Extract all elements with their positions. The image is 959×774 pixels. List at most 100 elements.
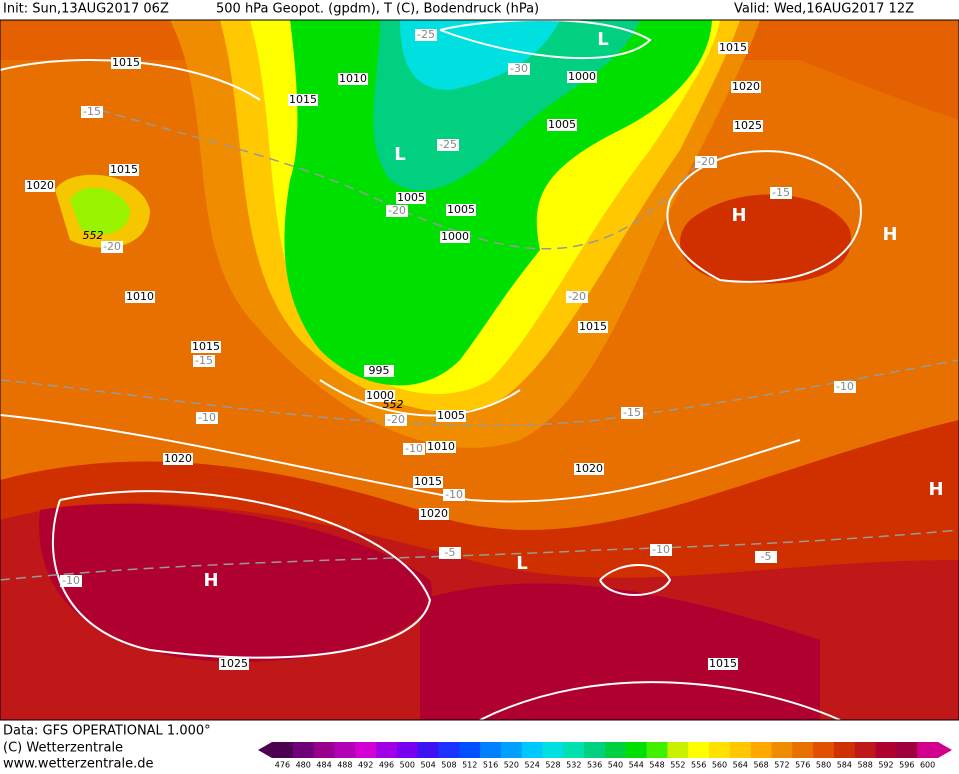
pressure-label: 1015 [192,340,220,353]
colorbar-label: 588 [858,761,873,770]
colorbar-swatch [917,742,939,758]
temperature-label-box [770,187,792,199]
pressure-label: 1000 [441,230,469,243]
pressure-label-box [413,476,443,488]
colorbar-swatch [376,742,398,758]
temperature-label-box [695,156,717,168]
temperature-label-box [566,291,588,303]
colorbar-label: 572 [774,761,789,770]
colorbar-label: 532 [566,761,581,770]
colorbar-label: 480 [296,761,311,770]
pressure-label-box [426,441,456,453]
colorbar-swatch [646,742,668,758]
pressure-label-box [574,463,604,475]
temperature-label-box [755,551,777,563]
pressure-label: 1005 [447,203,475,216]
colorbar-label: 500 [400,761,415,770]
valid-time: Valid: Wed,16AUG2017 12Z [734,2,914,17]
colorbar-swatch [417,742,439,758]
pressure-label: 1005 [397,191,425,204]
temperature-label-box [650,544,672,556]
colorbar-swatch [396,742,419,758]
pressure-label: 1015 [579,320,607,333]
colorbar-label: 560 [712,761,727,770]
pressure-label: 1020 [26,179,54,192]
colorbar-label: 524 [525,761,540,770]
temperature-label-box [193,355,215,367]
pressure-label: 1005 [437,409,465,422]
map-frame [0,19,959,721]
colorbar-swatch [688,742,710,758]
colorbar: 476 480 484 488 492 496 500 504 508 512 516 520 524 5… [258,742,952,770]
data-source: Data: GFS OPERATIONAL 1.000° [3,724,211,739]
colorbar-swatch [854,742,877,758]
colorbar-label: 564 [733,761,748,770]
colorbar-swatch [667,742,689,758]
temperature-label-box [508,63,530,75]
pressure-label-box [125,291,155,303]
colorbar-swatch [771,742,793,758]
temperature-label: -10 [836,380,854,393]
pressure-center: L [597,29,608,50]
pressure-label-box [109,164,139,176]
colorbar-label: 568 [753,761,768,770]
pressure-label-box [396,192,426,204]
colorbar-swatch [500,742,523,758]
pressure-label: 1005 [548,118,576,131]
pressure-label-box [365,390,395,402]
colorbar-swatch [896,742,918,758]
pressure-label: 1020 [732,80,760,93]
pressure-label: 1010 [427,440,455,453]
colorbar-label: 508 [441,761,456,770]
temperature-label: -5 [445,546,456,559]
url: www.wetterzentrale.de [3,757,153,771]
pressure-label-box [440,231,470,243]
temperature-label-box [101,241,123,253]
colorbar-swatch [521,742,544,758]
temperature-label-box [386,205,408,217]
pressure-label: 1020 [420,507,448,520]
temperature-label: -10 [652,543,670,556]
pressure-label-box [547,119,577,131]
pressure-label-box [567,71,597,83]
colorbar-label: 520 [504,761,519,770]
temperature-label: -10 [405,442,423,455]
colorbar-label: 496 [379,761,394,770]
colorbar-swatch [355,742,377,758]
temperature-label-box [81,106,103,118]
colorbar-swatch [292,742,315,758]
pressure-label: 1000 [366,389,394,402]
pressure-center: H [882,224,897,245]
pressure-label-box [25,180,55,192]
temperature-label: -15 [772,186,790,199]
colorbar-swatch [584,742,606,758]
colorbar-label: 488 [337,761,352,770]
temperature-label-box [834,381,856,393]
colorbar-label: 484 [316,761,331,770]
colorbar-label: 600 [920,761,935,770]
pressure-center: H [203,570,218,591]
temperature-label-box [621,407,643,419]
colorbar-swatch [272,742,294,758]
pressure-label: 1015 [709,657,737,670]
colorbar-label: 592 [878,761,893,770]
colorbar-label: 516 [483,761,498,770]
pressure-label: 1015 [110,163,138,176]
temperature-label: -20 [387,413,405,426]
temperature-label-box [415,29,437,41]
pressure-label: 1015 [289,93,317,106]
geopotential-label: 552 [383,398,404,411]
pressure-label: 1000 [568,70,596,83]
colorbar-label: 512 [462,761,477,770]
pressure-center: L [394,144,405,165]
pressure-label-box [111,57,141,69]
temperature-label-box [439,547,461,559]
colorbar-label: 548 [649,761,664,770]
temperature-label: -15 [623,406,641,419]
temperature-label: -5 [761,550,772,563]
temperature-label: -25 [417,28,435,41]
pressure-label-box [288,94,318,106]
temperature-label: -10 [445,488,463,501]
